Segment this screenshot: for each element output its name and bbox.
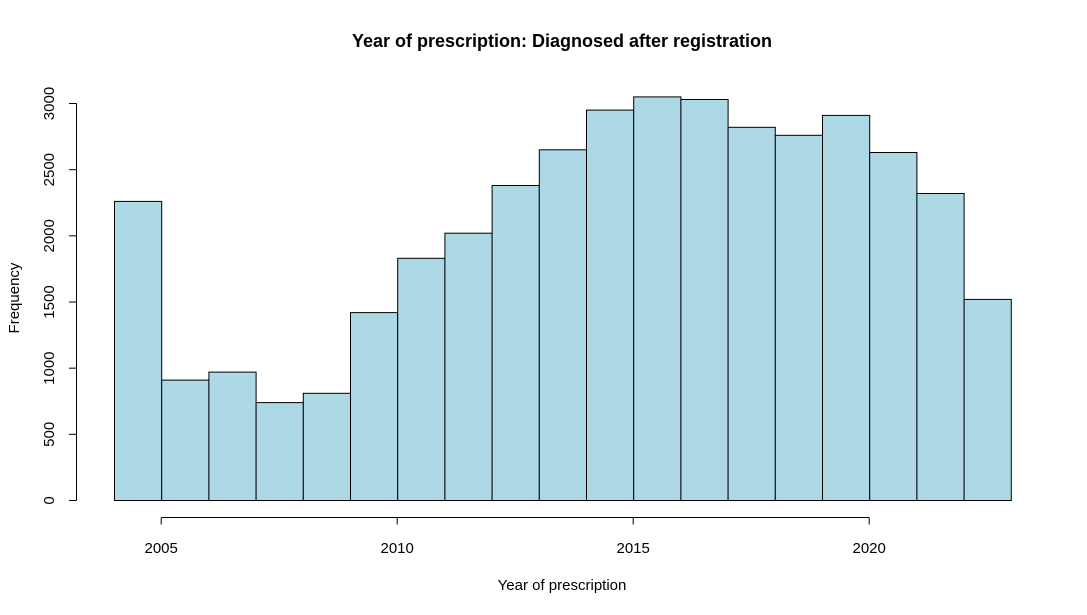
- histogram-bar: [586, 109, 635, 501]
- x-tick-label: 2010: [381, 540, 414, 557]
- histogram-bar: [633, 96, 682, 502]
- x-axis-label: Year of prescription: [498, 577, 627, 594]
- histogram-bar: [963, 298, 1012, 501]
- histogram-bar: [916, 193, 965, 501]
- histogram-bar: [727, 126, 776, 502]
- x-tick-label: 2005: [145, 540, 178, 557]
- x-tick-label: 2020: [853, 540, 886, 557]
- y-tick-label: 2500: [41, 153, 58, 186]
- y-tick-label: 1500: [41, 285, 58, 318]
- histogram-bar: [869, 152, 918, 501]
- y-tick-label: 1000: [41, 351, 58, 384]
- histogram-bar: [161, 379, 210, 502]
- histogram-bar: [350, 312, 399, 501]
- histogram-bar: [680, 99, 729, 501]
- y-axis-label: Frequency: [6, 262, 23, 333]
- histogram-bar: [302, 392, 351, 501]
- y-tick-label: 2000: [41, 219, 58, 252]
- histogram-bar: [255, 402, 304, 502]
- y-tick-label: 500: [41, 422, 58, 447]
- y-axis: 0 500 1000 1500 2000 2500 3000: [41, 87, 77, 505]
- histogram-bar: [444, 232, 493, 501]
- histogram-bar: [208, 371, 257, 501]
- histogram-bar: [822, 114, 871, 502]
- histogram-bar: [491, 185, 540, 501]
- histogram-bar: [774, 134, 823, 502]
- bars-group: [114, 96, 1012, 502]
- histogram-bar: [538, 149, 587, 502]
- chart-title: Year of prescription: Diagnosed after re…: [352, 31, 772, 51]
- histogram-bar: [397, 257, 446, 501]
- y-tick-label: 3000: [41, 87, 58, 120]
- histogram-bar: [114, 200, 163, 501]
- x-tick-label: 2015: [617, 540, 650, 557]
- y-tick-label: 0: [41, 496, 58, 504]
- x-axis: 2005 2010 2015 2020: [145, 517, 886, 557]
